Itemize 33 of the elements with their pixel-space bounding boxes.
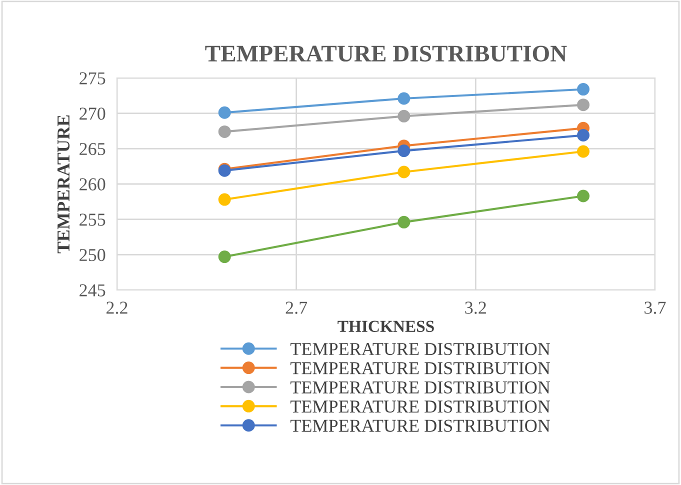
point xyxy=(577,83,590,96)
x-tick-label: 2.7 xyxy=(286,302,308,314)
legend-label: TEMPERATURE DISTRIBUTION xyxy=(290,381,550,394)
y-tick-label: 265 xyxy=(80,142,106,156)
chart-title: TEMPERATURE DISTRIBUTION xyxy=(205,46,567,62)
y-tick-label: 255 xyxy=(80,214,106,226)
point xyxy=(398,166,410,178)
y-axis-title: TEMPERATURE xyxy=(57,115,70,254)
y-tick-label: 250 xyxy=(80,248,106,262)
point xyxy=(218,193,231,206)
legend-label: TEMPERATURE DISTRIBUTION xyxy=(290,362,550,374)
y-tick-label: 270 xyxy=(80,108,106,120)
legend-label: TEMPERATURE DISTRIBUTION xyxy=(290,342,550,356)
legend-label: TEMPERATURE DISTRIBUTION xyxy=(290,400,550,413)
x-tick-label: 3.2 xyxy=(465,302,486,314)
point xyxy=(398,216,410,228)
legend-label: TEMPERATURE DISTRIBUTION xyxy=(290,420,550,432)
x-axis-title: THICKNESS xyxy=(338,320,434,332)
point xyxy=(398,92,410,105)
point xyxy=(218,250,231,264)
point xyxy=(577,128,590,142)
point xyxy=(398,144,410,158)
point xyxy=(577,98,590,112)
point xyxy=(218,125,231,138)
y-tick-label: 260 xyxy=(80,178,106,190)
point xyxy=(577,190,590,202)
point xyxy=(577,145,590,158)
point xyxy=(218,106,231,119)
y-tick-label: 275 xyxy=(80,72,106,84)
point xyxy=(398,110,410,122)
x-tick-label: 2.2 xyxy=(106,302,128,314)
y-tick-label: 245 xyxy=(80,284,106,296)
x-tick-label: 3.7 xyxy=(644,302,666,314)
